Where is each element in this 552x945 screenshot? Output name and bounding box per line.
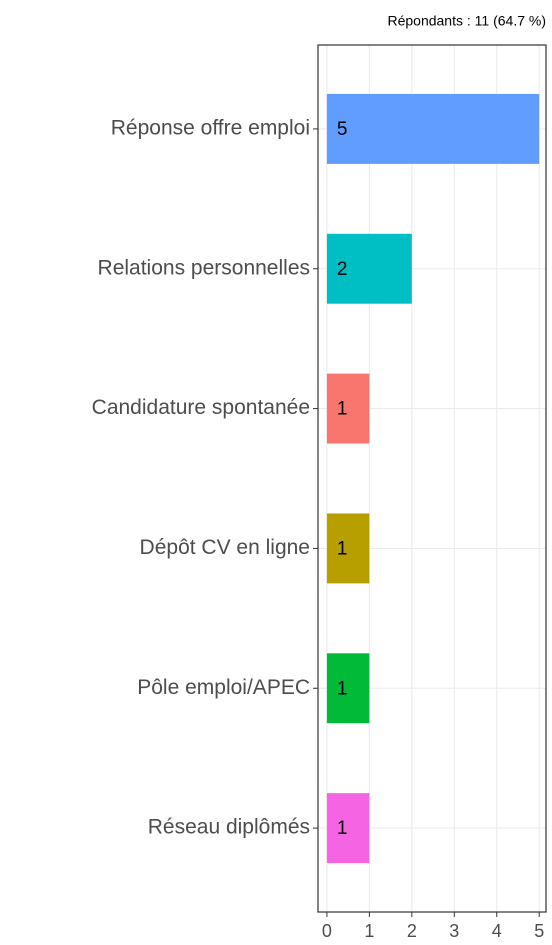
x-tick-label: 5 — [534, 921, 544, 941]
panel-border — [317, 44, 547, 913]
chart-subtitle: Répondants : 11 (64.7 %) — [387, 13, 546, 29]
x-tick-label: 1 — [364, 921, 374, 941]
data-label: 1 — [337, 678, 348, 699]
x-tick-label: 0 — [322, 921, 332, 941]
y-tick-label: Relations personnelles — [98, 256, 310, 279]
y-tick-label: Dépôt CV en ligne — [140, 536, 310, 559]
y-tick-label: Pôle emploi/APEC — [137, 676, 310, 699]
bar — [326, 233, 412, 304]
data-label: 1 — [337, 818, 348, 839]
x-tick-label: 2 — [407, 921, 417, 941]
bar — [326, 373, 370, 444]
x-tick-label: 4 — [492, 921, 502, 941]
y-tick-label: Réponse offre emploi — [111, 116, 310, 139]
bar — [326, 93, 540, 164]
bar — [326, 653, 370, 724]
data-label: 1 — [337, 538, 348, 559]
data-label: 1 — [337, 399, 348, 420]
bar — [326, 793, 370, 864]
data-label: 5 — [337, 119, 348, 140]
x-tick-label: 3 — [449, 921, 459, 941]
data-label: 2 — [337, 259, 348, 280]
bar — [326, 513, 370, 584]
y-tick-label: Réseau diplômés — [148, 816, 310, 839]
y-tick-label: Candidature spontanée — [92, 396, 310, 419]
